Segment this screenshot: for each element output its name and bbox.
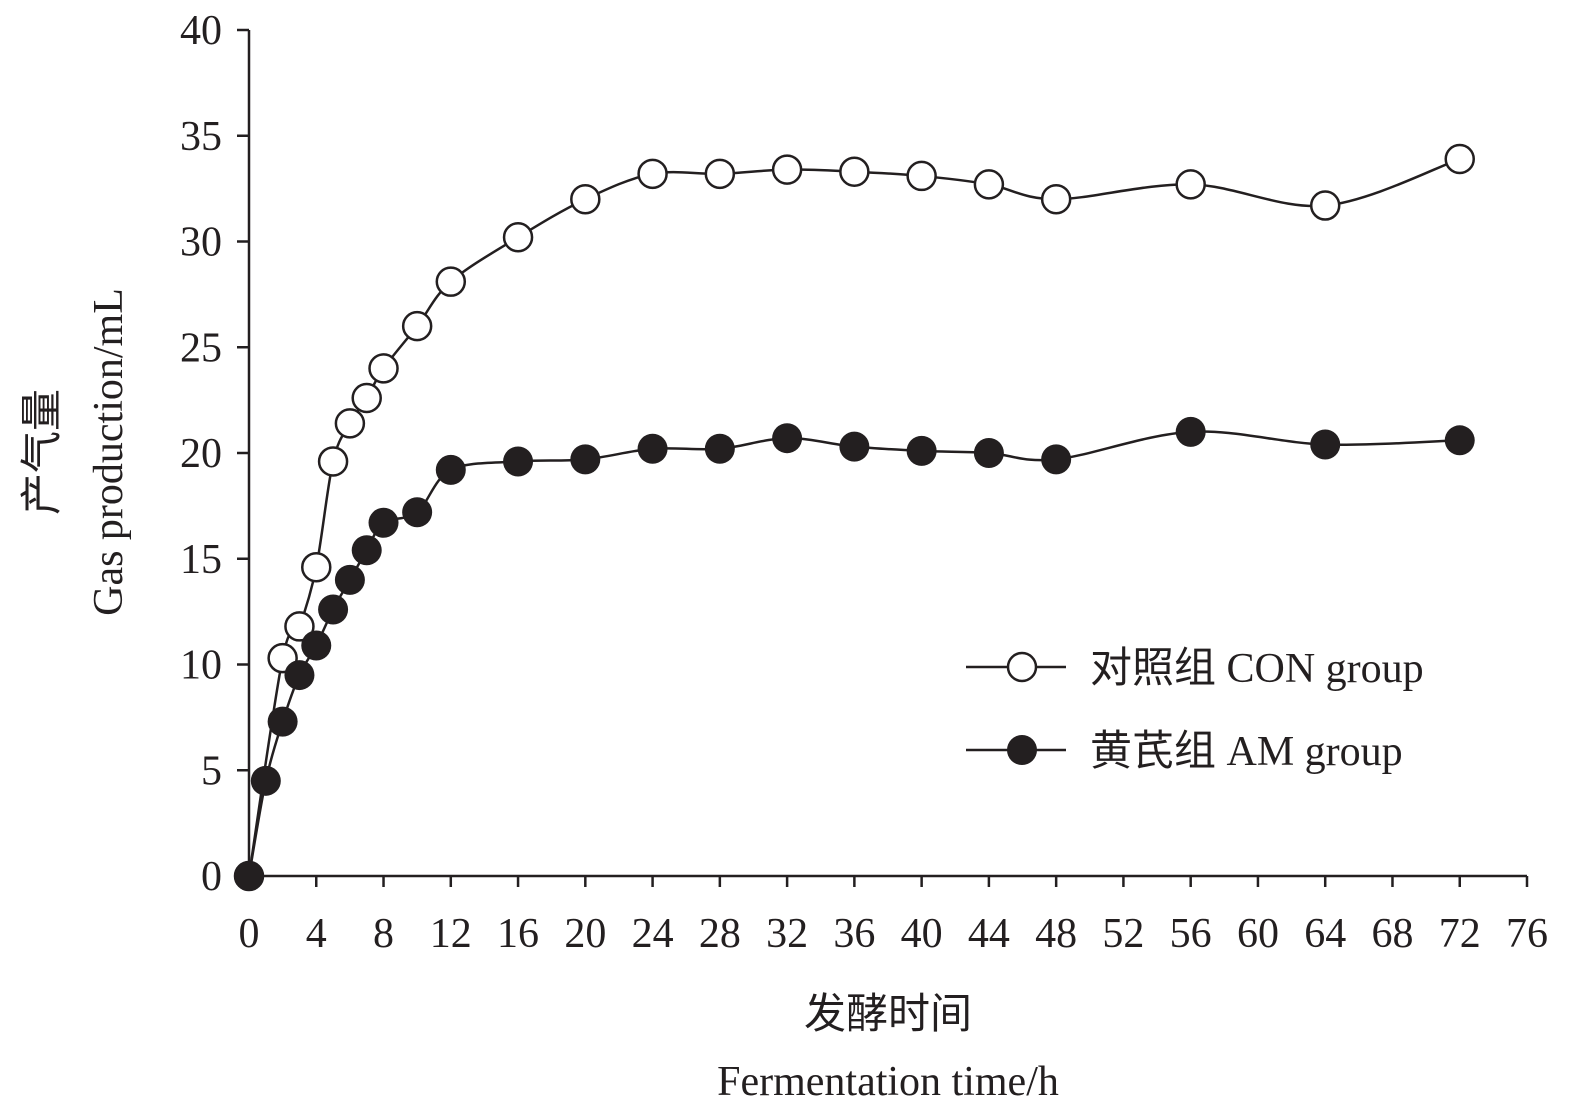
y-tick-label: 10: [180, 643, 222, 689]
data-point-am: [772, 423, 803, 454]
data-point-con: [771, 154, 803, 185]
x-tick-label: 8: [373, 911, 394, 957]
legend-marker-am: [1007, 735, 1037, 765]
data-point-con: [334, 408, 366, 439]
x-tick-label: 76: [1506, 911, 1548, 957]
y-axis-title-cn: 产气量: [20, 389, 66, 515]
data-point-con: [1040, 183, 1072, 215]
legend: 对照组 CON group 黄芪组 AM group: [966, 646, 1424, 775]
data-point-con: [704, 158, 736, 190]
x-tick-label: 44: [968, 911, 1010, 957]
x-tick-label: 64: [1304, 911, 1346, 957]
data-point-am: [1310, 429, 1341, 460]
data-point-am: [704, 433, 735, 464]
data-point-con: [637, 158, 668, 190]
y-tick-label: 20: [180, 431, 222, 477]
x-tick-label: 24: [632, 911, 674, 957]
data-point-am: [435, 454, 466, 485]
data-point-con: [906, 160, 937, 192]
x-tick-label: 28: [699, 911, 741, 957]
legend-label-con: 对照组 CON group: [1090, 646, 1424, 692]
y-tick-label: 35: [180, 114, 222, 160]
data-point-con: [1444, 143, 1475, 175]
data-point-am: [334, 564, 365, 595]
y-tick-label: 40: [180, 8, 222, 54]
data-point-con: [317, 446, 349, 477]
data-point-con: [435, 266, 467, 297]
y-tick-label: 0: [201, 854, 222, 900]
data-point-am: [368, 507, 399, 538]
data-point-am: [973, 438, 1004, 468]
data-point-am: [503, 446, 534, 477]
legend-label-am: 黄芪组 AM group: [1090, 729, 1403, 775]
plot-area: [233, 143, 1475, 892]
data-point-con: [1175, 169, 1206, 200]
data-point-am: [402, 497, 433, 528]
y-tick-label: 5: [201, 748, 222, 794]
x-tick-label: 52: [1102, 911, 1144, 957]
x-tick-label: 20: [564, 911, 606, 957]
data-point-am: [906, 435, 937, 466]
y-tick-label: 25: [180, 325, 222, 371]
data-point-con: [973, 169, 1005, 200]
data-point-con: [368, 353, 399, 384]
data-point-am: [318, 594, 349, 625]
x-tick-label: 48: [1035, 911, 1077, 957]
data-point-am: [839, 431, 870, 462]
data-point-am: [1444, 425, 1475, 456]
data-point-con: [351, 382, 382, 414]
data-point-am: [284, 660, 315, 691]
data-point-am: [250, 765, 281, 796]
x-tick-label: 4: [306, 911, 327, 957]
data-point-am: [351, 535, 382, 566]
data-point-con: [284, 611, 315, 642]
data-point-con: [502, 222, 534, 253]
data-point-con: [301, 551, 332, 583]
y-axis-title: Gas production/mL: [86, 288, 132, 616]
data-point-am: [301, 630, 332, 661]
data-point-am: [234, 861, 264, 891]
data-point-am: [570, 444, 601, 475]
data-point-con: [570, 183, 601, 215]
x-tick-label: 36: [833, 911, 875, 957]
data-point-con: [839, 156, 870, 187]
x-tick-label: 12: [430, 911, 472, 957]
data-point-am: [1041, 444, 1072, 475]
x-tick-label: 0: [239, 911, 260, 957]
y-tick-label: 15: [180, 537, 222, 583]
x-axis-title-cn: 发酵时间: [804, 992, 972, 1038]
data-point-am: [267, 706, 298, 737]
data-point-con: [401, 310, 433, 342]
data-point-am: [1175, 416, 1206, 447]
x-tick-label: 72: [1439, 911, 1481, 957]
legend-marker-con: [1006, 651, 1038, 683]
x-tick-label: 56: [1170, 911, 1212, 957]
x-axis-title: Fermentation time/h: [717, 1059, 1059, 1105]
x-tick-label: 40: [901, 911, 943, 957]
x-tick-label: 32: [766, 911, 808, 957]
x-tick-label: 60: [1237, 911, 1279, 957]
x-tick-label: 68: [1371, 911, 1413, 957]
data-point-con: [1309, 190, 1341, 221]
data-point-am: [637, 433, 668, 464]
y-tick-label: 30: [180, 220, 222, 266]
x-tick-label: 16: [497, 911, 539, 957]
